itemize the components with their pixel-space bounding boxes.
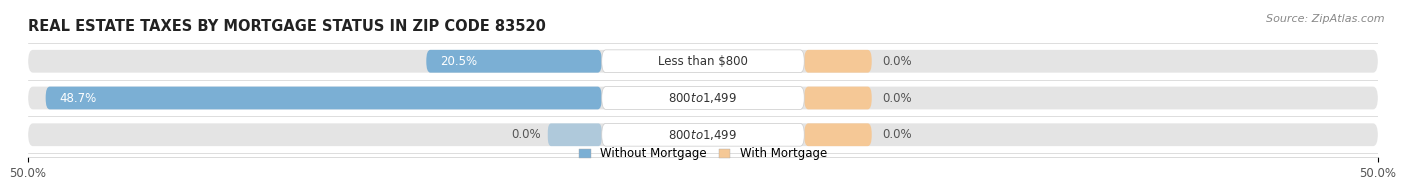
Text: 0.0%: 0.0% (883, 92, 912, 104)
FancyBboxPatch shape (602, 123, 804, 146)
Text: 0.0%: 0.0% (512, 128, 541, 141)
Text: Source: ZipAtlas.com: Source: ZipAtlas.com (1267, 14, 1385, 24)
FancyBboxPatch shape (602, 50, 804, 73)
FancyBboxPatch shape (804, 50, 872, 73)
Text: $800 to $1,499: $800 to $1,499 (668, 128, 738, 142)
FancyBboxPatch shape (804, 87, 872, 109)
Legend: Without Mortgage, With Mortgage: Without Mortgage, With Mortgage (574, 142, 832, 165)
FancyBboxPatch shape (45, 87, 602, 109)
FancyBboxPatch shape (28, 50, 1378, 73)
FancyBboxPatch shape (548, 123, 602, 146)
Text: 0.0%: 0.0% (883, 55, 912, 68)
Text: 20.5%: 20.5% (440, 55, 477, 68)
Text: 0.0%: 0.0% (883, 128, 912, 141)
Text: 48.7%: 48.7% (59, 92, 97, 104)
Text: $800 to $1,499: $800 to $1,499 (668, 91, 738, 105)
FancyBboxPatch shape (602, 87, 804, 109)
Text: REAL ESTATE TAXES BY MORTGAGE STATUS IN ZIP CODE 83520: REAL ESTATE TAXES BY MORTGAGE STATUS IN … (28, 19, 546, 34)
FancyBboxPatch shape (426, 50, 602, 73)
FancyBboxPatch shape (28, 123, 1378, 146)
FancyBboxPatch shape (804, 123, 872, 146)
Text: Less than $800: Less than $800 (658, 55, 748, 68)
FancyBboxPatch shape (28, 87, 1378, 109)
